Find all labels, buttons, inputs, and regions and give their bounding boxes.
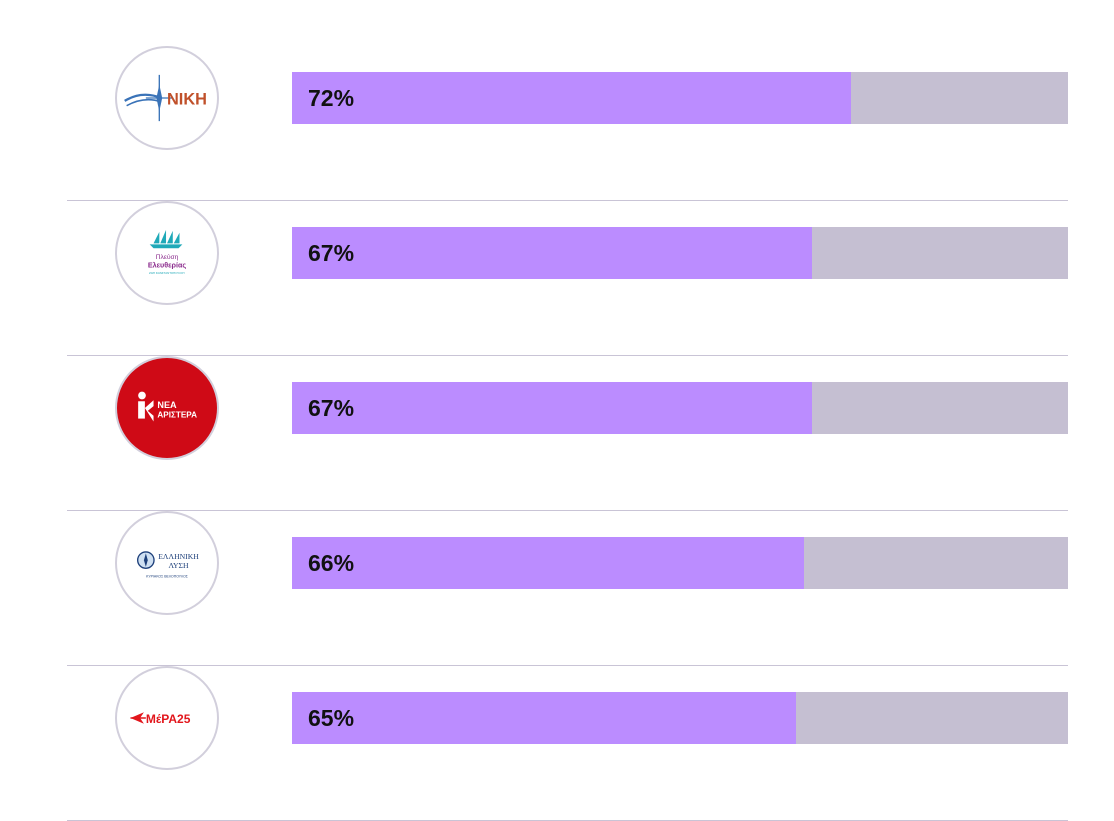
bar-fill [292, 692, 797, 744]
nea-aristera-line1: ΝΕΑ [157, 400, 177, 410]
bar-value-label: 65% [308, 705, 355, 731]
nea-aristera-logo: ΝΕΑ ΑΡΙΣΤΕΡΑ [115, 356, 219, 460]
plefsi-logo: Πλεύση Ελευθερίας ΖΩΗ ΚΩΝΣΤΑΝΤΟΠΟΥΛΟΥ [115, 201, 219, 305]
plefsi-line2: Ελευθερίας [148, 260, 187, 269]
plefsi-line3: ΖΩΗ ΚΩΝΣΤΑΝΤΟΠΟΥΛΟΥ [149, 271, 185, 275]
bar-track: 67% [292, 227, 1068, 279]
plefsi-line1: Πλεύση [156, 253, 179, 261]
bar-track: 67% [292, 382, 1068, 434]
niki-logo: ΝΙΚΗ [115, 46, 219, 150]
bar-value-label: 67% [308, 395, 355, 421]
elliniki-lysi-line1: ΕΛΛΗΝΙΚΗ [158, 552, 199, 561]
chart-row: ΕΛΛΗΝΙΚΗ ΛΥΣΗ ΚΥΡΙΑΚΟΣ ΒΕΛΟΠΟΥΛΟΣ 66% [67, 511, 1068, 666]
chart-row: ΝΙΚΗ 72% [67, 46, 1068, 201]
bar-value-label: 67% [308, 240, 355, 266]
mera25-logo-text: ΜέΡΑ25 [146, 712, 191, 726]
chart-row: ΜέΡΑ25 65% [67, 666, 1068, 821]
chart-row: ΝΕΑ ΑΡΙΣΤΕΡΑ 67% [67, 356, 1068, 511]
compass-icon: ΕΛΛΗΝΙΚΗ ΛΥΣΗ ΚΥΡΙΑΚΟΣ ΒΕΛΟΠΟΥΛΟΣ [137, 551, 199, 578]
mera25-logo: ΜέΡΑ25 [115, 666, 219, 770]
niki-logo-text: ΝΙΚΗ [167, 91, 207, 109]
nea-aristera-line2: ΑΡΙΣΤΕΡΑ [157, 411, 197, 420]
bar-fill [292, 72, 851, 124]
elliniki-lysi-line2: ΛΥΣΗ [169, 561, 189, 570]
elliniki-lysi-line3: ΚΥΡΙΑΚΟΣ ΒΕΛΟΠΟΥΛΟΣ [146, 574, 188, 578]
chart-row: Πλεύση Ελευθερίας ΖΩΗ ΚΩΝΣΤΑΝΤΟΠΟΥΛΟΥ 67… [67, 201, 1068, 356]
bar-value-label: 66% [308, 550, 355, 576]
niki-logo-icon: ΝΙΚΗ [124, 74, 207, 122]
mera25-logo-icon: ΜέΡΑ25 [126, 704, 208, 732]
bar-value-label: 72% [308, 85, 355, 111]
sailboat-icon: Πλεύση Ελευθερίας ΖΩΗ ΚΩΝΣΤΑΝΤΟΠΟΥΛΟΥ [148, 229, 187, 275]
elliniki-lysi-logo: ΕΛΛΗΝΙΚΗ ΛΥΣΗ ΚΥΡΙΑΚΟΣ ΒΕΛΟΠΟΥΛΟΣ [115, 511, 219, 615]
bar-fill [292, 382, 812, 434]
bar-fill [292, 227, 812, 279]
bar-track: 72% [292, 72, 1068, 124]
nea-aristera-logo-icon: ΝΕΑ ΑΡΙΣΤΕΡΑ [138, 391, 197, 422]
bar-track: 65% [292, 692, 1068, 744]
bar-track: 66% [292, 537, 1068, 589]
bar-fill [292, 537, 805, 589]
